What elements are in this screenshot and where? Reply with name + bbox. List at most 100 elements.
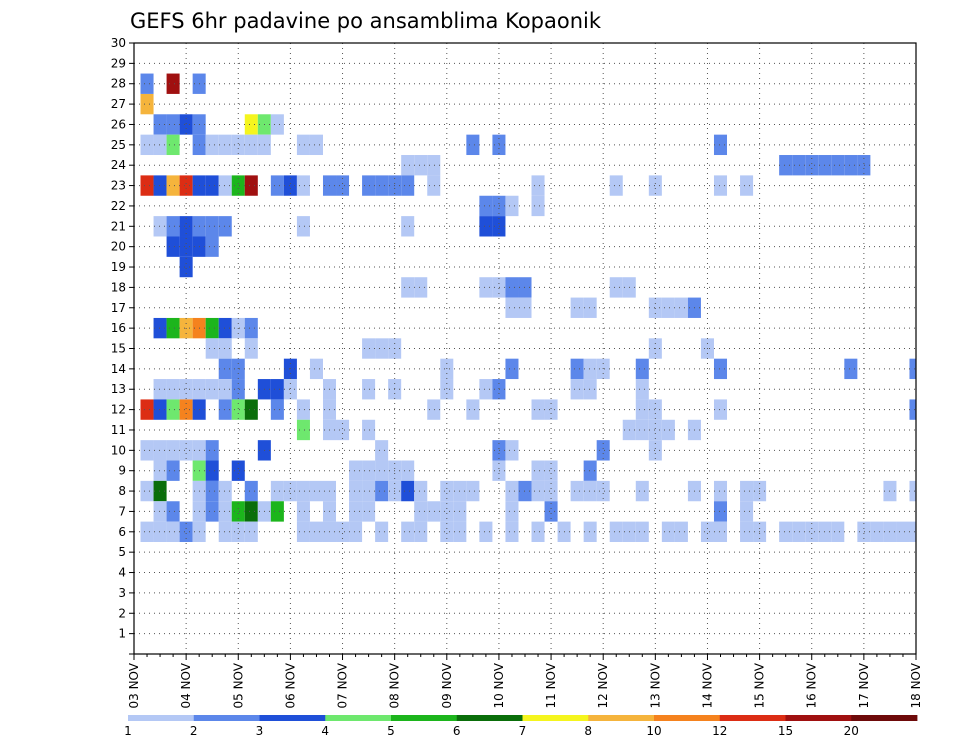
precip-cell — [296, 419, 310, 441]
precip-cell — [674, 521, 688, 542]
colorbar-swatch — [719, 715, 786, 721]
y-tick-label: 3 — [118, 586, 126, 600]
precip-cell — [635, 358, 649, 380]
precip-cell — [427, 399, 441, 420]
precip-cell — [179, 440, 193, 461]
precip-cell — [375, 521, 389, 542]
precip-cell — [153, 114, 167, 135]
precip-cell — [648, 419, 662, 441]
precip-cell — [505, 501, 519, 522]
precip-cell — [153, 460, 167, 481]
precip-cell — [362, 338, 376, 359]
precip-cell — [505, 521, 519, 542]
precip-cell — [375, 480, 389, 502]
precip-cell — [296, 521, 310, 542]
precip-cell — [609, 521, 623, 542]
precip-cell — [414, 480, 428, 502]
precip-cell — [375, 460, 389, 481]
precip-cell — [909, 480, 916, 502]
precip-cell — [700, 521, 714, 542]
precip-cell — [479, 521, 493, 542]
precip-cell — [140, 175, 154, 196]
precip-cell — [531, 399, 545, 420]
precip-cell — [244, 501, 258, 522]
y-tick-label: 27 — [111, 97, 126, 111]
precip-cell — [792, 521, 806, 542]
precip-cell — [179, 399, 193, 420]
precip-cell — [492, 195, 506, 217]
precip-cell — [179, 236, 193, 257]
precip-cell — [427, 175, 441, 196]
precip-cell — [635, 419, 649, 441]
precip-cell — [414, 501, 428, 522]
precip-cell — [140, 134, 154, 156]
precip-cell — [244, 480, 258, 502]
colorbar-swatch — [588, 715, 655, 721]
precip-cell — [166, 134, 180, 156]
precip-cell — [857, 521, 871, 542]
y-tick-label: 9 — [118, 464, 126, 478]
precip-cell — [792, 155, 806, 176]
precip-cell — [479, 379, 493, 400]
precip-cell — [609, 175, 623, 196]
precip-cell — [492, 460, 506, 481]
x-tick-label: 12 NOV — [596, 662, 610, 708]
precip-cell — [492, 440, 506, 461]
colorbar-label: 12 — [712, 724, 727, 738]
precip-cell — [270, 175, 284, 196]
precip-cell — [166, 73, 180, 94]
precip-cell — [205, 216, 219, 237]
y-tick-label: 21 — [111, 219, 126, 233]
y-tick-label: 7 — [118, 504, 126, 518]
colorbar-label: 2 — [190, 724, 198, 738]
heatmap-cells — [140, 73, 916, 542]
x-tick-label: 09 NOV — [440, 662, 454, 708]
precip-cell — [349, 460, 363, 481]
precip-cell — [844, 155, 858, 176]
precip-cell — [140, 521, 154, 542]
y-tick-label: 19 — [111, 260, 126, 274]
x-tick-label: 16 NOV — [805, 662, 819, 708]
y-tick-label: 28 — [111, 77, 126, 91]
precip-cell — [179, 175, 193, 196]
precip-cell — [140, 480, 154, 502]
precip-cell — [205, 440, 219, 461]
x-tick-label: 18 NOV — [909, 662, 923, 708]
precip-cell — [205, 317, 219, 339]
precip-cell — [713, 480, 728, 502]
precip-cell — [583, 480, 597, 502]
precip-cell — [583, 297, 597, 318]
colorbar-swatch — [456, 715, 523, 721]
colorbar-swatch — [851, 715, 918, 721]
precip-cell — [635, 521, 649, 542]
precip-cell — [244, 134, 258, 156]
y-tick-label: 30 — [111, 36, 126, 50]
precip-cell — [492, 216, 506, 237]
precip-cell — [740, 521, 754, 542]
precip-cell — [375, 338, 389, 359]
precip-cell — [205, 480, 219, 502]
precip-cell — [362, 480, 376, 502]
precip-cell — [362, 419, 376, 441]
precip-cell — [401, 175, 415, 196]
precip-cell — [218, 521, 232, 542]
precip-cell — [166, 501, 180, 522]
precip-cell — [218, 379, 232, 400]
precip-cell — [218, 480, 232, 502]
precip-cell — [283, 379, 297, 400]
precip-cell — [440, 480, 454, 502]
y-tick-label: 14 — [111, 362, 126, 376]
precip-cell — [231, 501, 245, 522]
precip-cell — [140, 93, 154, 115]
precip-cell — [635, 399, 649, 420]
precip-cell — [479, 216, 493, 237]
y-tick-label: 29 — [111, 56, 126, 70]
precip-cell — [166, 521, 180, 542]
precip-cell — [166, 317, 180, 339]
precip-cell — [336, 175, 350, 196]
precip-cell — [544, 501, 558, 522]
precip-cell — [505, 358, 519, 380]
precip-cell — [740, 501, 754, 522]
precip-cell — [153, 480, 167, 502]
y-tick-label: 12 — [111, 403, 126, 417]
